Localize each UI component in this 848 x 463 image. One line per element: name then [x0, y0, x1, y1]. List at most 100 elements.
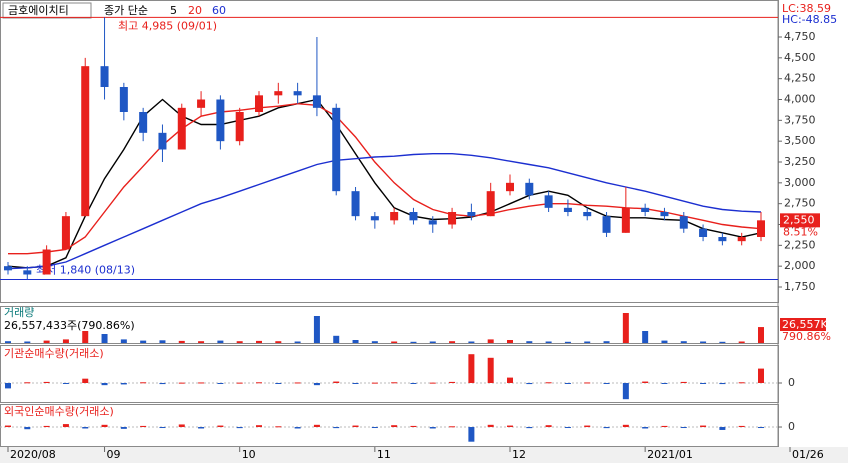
candle-body: [139, 112, 148, 133]
bar: [313, 382, 320, 386]
bar: [5, 382, 11, 389]
bar: [120, 339, 127, 343]
bar: [391, 382, 398, 384]
x-tick-label: 11: [377, 448, 391, 461]
bar: [159, 340, 166, 343]
y-tick-label: 3,250: [784, 155, 816, 168]
bar: [545, 382, 552, 384]
bar: [333, 335, 340, 343]
candle-body: [370, 216, 379, 221]
candle-body: [679, 216, 688, 229]
price-marker-label: 2,550: [783, 213, 815, 226]
bar: [140, 340, 147, 343]
bar: [294, 427, 301, 429]
title-box[interactable]: [2, 2, 92, 19]
y-tick-label: 1,750: [784, 280, 816, 293]
bar: [487, 357, 494, 383]
candle-body: [621, 207, 630, 233]
bar: [700, 341, 707, 343]
x-tick-label: 10: [242, 448, 256, 461]
y-tick-label: 2,000: [784, 259, 816, 272]
bar: [738, 425, 745, 428]
bar: [217, 382, 224, 384]
bar: [371, 382, 378, 384]
candle-body: [274, 91, 283, 96]
bar: [82, 331, 89, 343]
candle-body: [23, 270, 32, 275]
candle-body: [197, 99, 206, 108]
bar: [275, 341, 282, 343]
bar: [603, 382, 610, 384]
candle-body: [255, 95, 263, 112]
bar: [758, 368, 764, 383]
bar: [584, 425, 591, 428]
ma-line: [7, 98, 762, 269]
bar: [410, 341, 417, 343]
bar: [526, 341, 533, 343]
candle-body: [100, 66, 109, 87]
bar: [429, 427, 436, 429]
volume-pct-label: 790.86%: [782, 330, 831, 343]
bar: [101, 334, 108, 343]
bar: [738, 382, 745, 384]
bar: [275, 426, 282, 428]
bar: [24, 382, 31, 384]
candle-body: [216, 99, 225, 142]
institution-title: 기관순매수량(거래소): [4, 347, 104, 360]
y-tick-label: 3,000: [784, 176, 816, 189]
bar: [680, 341, 687, 343]
candle-body: [699, 228, 708, 237]
y-tick-label: 4,500: [784, 51, 816, 64]
candle-body: [4, 266, 12, 271]
bar: [371, 341, 378, 343]
bar: [140, 382, 147, 384]
bar: [642, 331, 649, 343]
bar: [449, 381, 456, 383]
bar: [468, 341, 475, 343]
bar: [62, 424, 69, 428]
candle-body: [467, 212, 476, 217]
bar: [101, 382, 108, 386]
candle-body: [177, 107, 186, 150]
bar: [43, 381, 50, 383]
volume-marker-label: 26,557K: [782, 318, 828, 331]
bar: [449, 426, 456, 428]
bar: [236, 341, 243, 343]
bar: [526, 427, 533, 429]
candle-body: [351, 191, 360, 217]
bar: [62, 382, 69, 384]
bar: [661, 425, 668, 428]
price-marker: [780, 213, 820, 228]
candle-body: [81, 66, 90, 217]
bar: [5, 341, 11, 343]
bar: [198, 382, 205, 384]
y-tick-label: 3,750: [784, 113, 816, 126]
volume-title: 거래량: [4, 306, 34, 319]
bar: [758, 327, 764, 343]
candle-body: [448, 212, 457, 225]
bar: [719, 427, 726, 430]
y-tick-label: 4,250: [784, 72, 816, 85]
bar: [429, 341, 436, 343]
bar: [333, 427, 340, 429]
bar: [82, 378, 89, 383]
candle-body: [235, 112, 244, 142]
y-tick-label: 2,750: [784, 197, 816, 210]
legend-entry: 5: [170, 4, 177, 17]
candle-body: [42, 249, 51, 275]
bar: [680, 381, 687, 383]
bar: [101, 424, 108, 428]
bar: [24, 341, 31, 343]
bar: [719, 341, 726, 343]
bar: [198, 427, 205, 429]
candle-body: [486, 191, 495, 217]
candle-body: [757, 220, 765, 237]
hc-label: HC:-48.85: [782, 13, 837, 26]
bar: [313, 316, 320, 343]
bar: [178, 382, 185, 384]
annotation-label: 최고 4,985 (09/01): [118, 19, 217, 32]
bar: [43, 425, 50, 428]
candle-body: [583, 212, 592, 217]
y-tick-label: 4,750: [784, 30, 816, 43]
